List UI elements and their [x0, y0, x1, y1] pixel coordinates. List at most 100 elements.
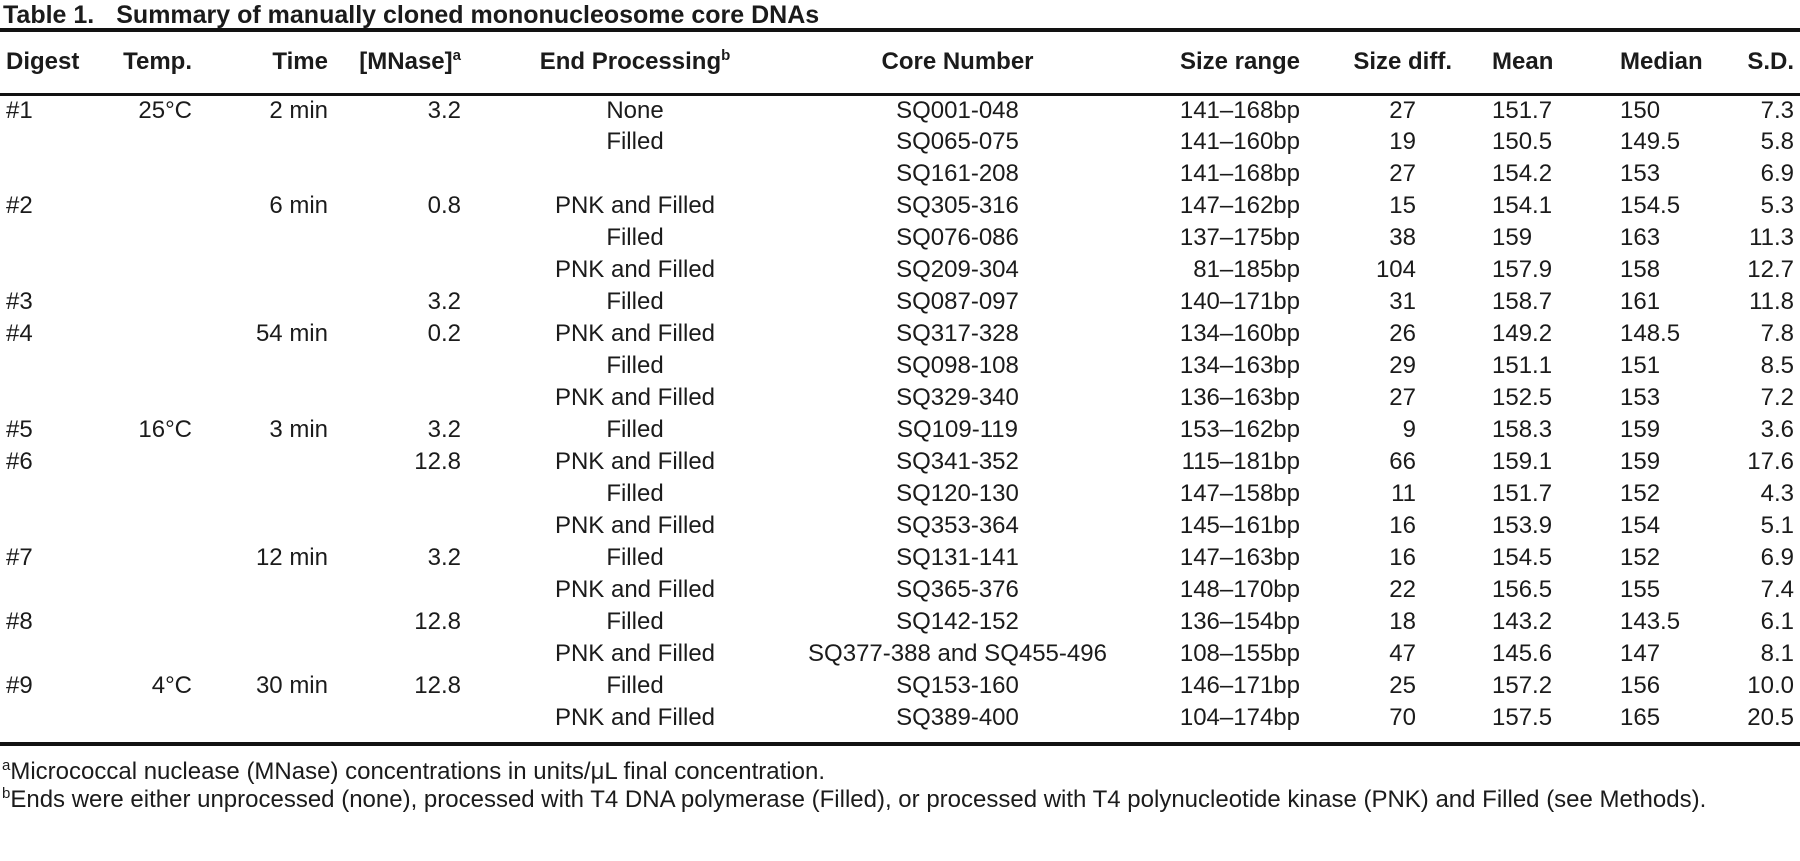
- table-cell: 22: [1389, 576, 1416, 603]
- table-cell: [75, 126, 195, 158]
- table-cell: [330, 638, 470, 670]
- table-cell: [0, 222, 75, 254]
- table-cell: 157.2: [1492, 672, 1553, 699]
- table-cell: 150.5: [1492, 128, 1553, 155]
- table-cell: Filled: [606, 672, 664, 699]
- table-cell: [0, 638, 75, 670]
- table-row: PNK and Filled SQ377-388 and SQ455-496 108…: [0, 638, 1800, 670]
- table-cell: [195, 446, 330, 478]
- table-cell: 145–161bp: [1179, 512, 1300, 539]
- table-cell: 27: [1389, 384, 1416, 411]
- footnote-a: aMicrococcal nuclease (MNase) concentrat…: [2, 758, 1800, 786]
- table-cell: 3.2: [427, 544, 461, 571]
- table-cell: SQ131-141: [896, 544, 1019, 571]
- table-cell: [0, 478, 75, 510]
- table-cell: Filled: [606, 128, 664, 155]
- table-cell: 141–168bp: [1179, 96, 1300, 124]
- table-cell: 3.2: [427, 96, 461, 124]
- table-cell: 12.8: [414, 448, 461, 475]
- table-row: #5 16°C 3 min 3.2 Filled SQ109-119 153–162bp 9 1…: [0, 414, 1800, 446]
- table-cell: [75, 542, 195, 574]
- table-cell: 148.5: [1620, 320, 1681, 347]
- table-cell: 159: [1620, 448, 1661, 475]
- table-cell: 157.5: [1492, 704, 1553, 731]
- table-cell: Filled: [606, 224, 664, 251]
- table-cell: 6 min: [269, 192, 328, 219]
- table-cell: [75, 382, 195, 414]
- column-header-size-diff: Size diff.: [1305, 32, 1460, 96]
- table-cell: [195, 222, 330, 254]
- table-cell: 11: [1391, 480, 1416, 507]
- table-cell: [470, 158, 800, 190]
- table-cell: 156: [1620, 672, 1661, 699]
- table-cell: 25: [1389, 672, 1416, 699]
- table-row: #7 12 min 3.2 Filled SQ131-141 147–163bp 16 154…: [0, 542, 1800, 574]
- table-cell: 156.5: [1492, 576, 1553, 603]
- table-cell: [75, 318, 195, 350]
- table-cell: 31: [1389, 288, 1416, 315]
- table-cell: 7.3: [1760, 96, 1794, 124]
- table-cell: 141–160bp: [1179, 128, 1300, 155]
- table-cell: 115–181bp: [1181, 448, 1300, 475]
- table-row: SQ161-208 141–168bp 27 154.2 153 6.9: [0, 158, 1800, 190]
- table-cell: SQ329-340: [896, 384, 1019, 411]
- table-cell: PNK and Filled: [554, 448, 716, 475]
- table-cell: [75, 350, 195, 382]
- table-cell: 151: [1620, 352, 1661, 379]
- table-cell: 9: [1402, 416, 1416, 443]
- table-cell: SQ098-108: [896, 352, 1019, 379]
- table-row: PNK and Filled SQ353-364 145–161bp 16 153.9 1…: [0, 510, 1800, 542]
- table-row: #3 3.2 Filled SQ087-097 140–171bp 31 158.7 161 1…: [0, 286, 1800, 318]
- table-cell: 3.2: [427, 288, 461, 315]
- column-header-end-processing: End Processingb: [470, 32, 800, 96]
- table-body: #1 25°C 2 min 3.2 None SQ001-048 141–168bp 27 15…: [0, 94, 1800, 734]
- table-cell: SQ120-130: [896, 480, 1019, 507]
- table-cell: 11.3: [1749, 224, 1794, 251]
- table-cell: [75, 702, 195, 734]
- table-cell: #2: [6, 192, 33, 219]
- table-cell: 108–155bp: [1179, 640, 1300, 667]
- table-cell: 151.7: [1492, 96, 1553, 124]
- bottom-spacer: [0, 734, 1800, 742]
- table-cell: 12.7: [1747, 256, 1794, 283]
- table-cell: #8: [6, 608, 33, 635]
- table-cell: PNK and Filled: [554, 192, 716, 219]
- table-cell: 153: [1620, 160, 1661, 187]
- table-cell: [330, 382, 470, 414]
- table-cell: 27: [1389, 160, 1416, 187]
- summary-table: Digest Temp. Time [MNase]a End Processin…: [0, 32, 1800, 734]
- table-cell: 146–171bp: [1179, 672, 1300, 699]
- table-cell: 154.2: [1492, 160, 1553, 187]
- table-cell: 12.8: [414, 672, 461, 699]
- table-cell: [75, 222, 195, 254]
- footnote-b: bEnds were either unprocessed (none), pr…: [2, 786, 1800, 814]
- table-cell: 152: [1620, 544, 1661, 571]
- table-cell: [195, 478, 330, 510]
- table-cell: 159: [1492, 224, 1533, 251]
- column-header-digest: Digest: [0, 32, 79, 96]
- table-cell: 148–170bp: [1179, 576, 1300, 603]
- table-cell: 140–171bp: [1179, 288, 1300, 315]
- table-cell: 25°C: [138, 96, 192, 124]
- table-row: #8 12.8 Filled SQ142-152 136–154bp 18 143.2 143…: [0, 606, 1800, 638]
- table-cell: 47: [1389, 640, 1416, 667]
- table-cell: SQ153-160: [896, 672, 1019, 699]
- table-cell: 38: [1389, 224, 1416, 251]
- table-cell: 154: [1620, 512, 1661, 539]
- table-cell: 104–174bp: [1179, 704, 1300, 731]
- table-cell: 15: [1389, 192, 1416, 219]
- table-cell: [0, 382, 75, 414]
- table-cell: 145.6: [1492, 640, 1553, 667]
- bottom-rule: [0, 742, 1800, 746]
- table-cell: SQ161-208: [896, 160, 1019, 187]
- table-cell: 154.1: [1492, 192, 1553, 219]
- table-cell: [195, 158, 330, 190]
- table-cell: [330, 702, 470, 734]
- table-cell: PNK and Filled: [554, 576, 716, 603]
- footnotes: aMicrococcal nuclease (MNase) concentrat…: [0, 746, 1800, 814]
- table-row: PNK and Filled SQ365-376 148–170bp 22 156.5 1…: [0, 574, 1800, 606]
- table-cell: 143.2: [1492, 608, 1553, 635]
- table-cell: 161: [1620, 288, 1661, 315]
- table-cell: 151.7: [1492, 480, 1553, 507]
